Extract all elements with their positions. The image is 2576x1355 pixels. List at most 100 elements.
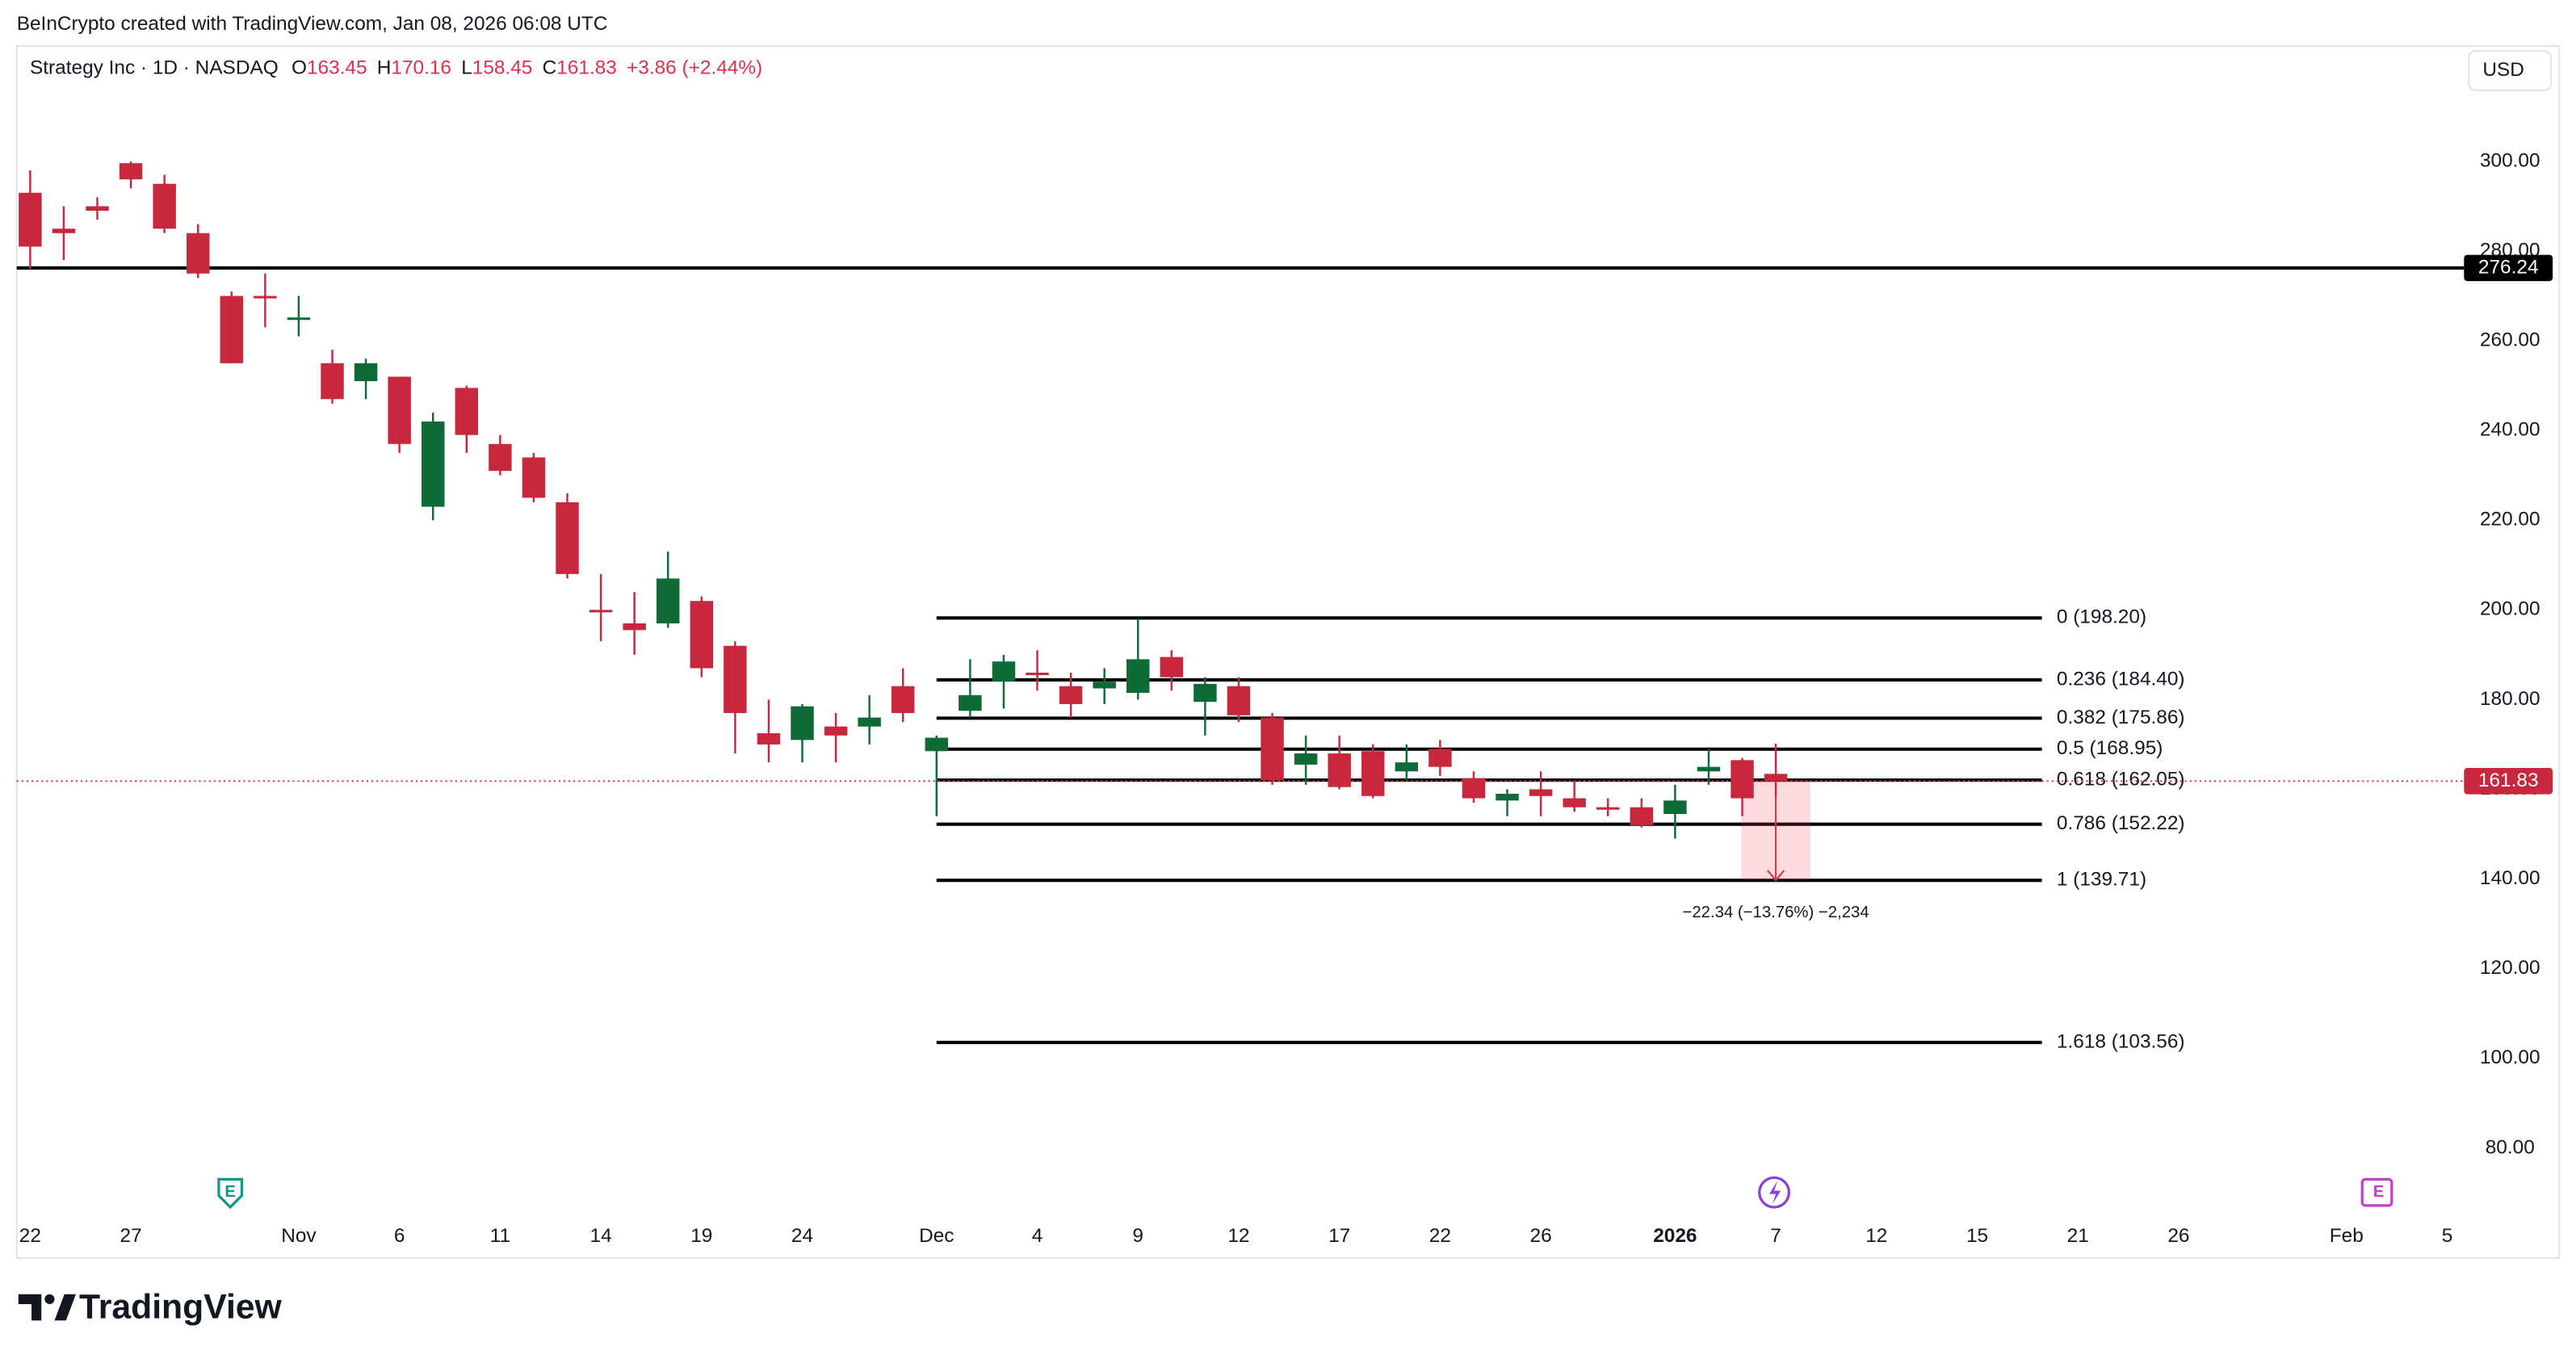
- x-tick-label: 4: [1032, 1225, 1043, 1247]
- x-tick-label: Nov: [281, 1225, 317, 1247]
- candle-body: [556, 501, 579, 574]
- candle-body: [489, 443, 512, 472]
- x-tick-label: 27: [120, 1225, 142, 1247]
- ohlc-key: L: [461, 57, 472, 79]
- candle-body: [254, 296, 277, 299]
- x-tick-label: 14: [590, 1225, 612, 1247]
- x-tick-label: 19: [690, 1225, 712, 1247]
- candle-body: [1429, 749, 1452, 767]
- candle-body: [1697, 766, 1721, 772]
- candle-body: [1395, 762, 1419, 772]
- x-tick-label: 22: [1429, 1225, 1451, 1247]
- x-tick-label: 24: [791, 1225, 813, 1247]
- fib-label: 0.5 (168.95): [2057, 737, 2163, 759]
- y-tick-label: 300.00: [2480, 149, 2540, 171]
- candle-body: [321, 363, 344, 400]
- legend: Strategy Inc · 1D · NASDAQ O163.45 H170.16…: [30, 57, 762, 79]
- currency: USD: [2482, 59, 2524, 81]
- x-tick-label: Feb: [2330, 1225, 2364, 1247]
- x-tick-label: 7: [1770, 1225, 1781, 1247]
- x-tick-label: 22: [19, 1225, 41, 1247]
- currency-button[interactable]: [2468, 50, 2553, 91]
- x-tick-label: 9: [1132, 1225, 1143, 1247]
- ohlc-value: 158.45: [472, 57, 533, 79]
- candle-body: [1764, 774, 1788, 782]
- candle-body: [1496, 794, 1519, 801]
- resistance-tag-label: 276.24: [2478, 256, 2539, 278]
- candle-body: [1529, 789, 1553, 796]
- candle-body: [925, 737, 949, 752]
- resistance-tag: [2464, 254, 2553, 282]
- candle-body: [220, 296, 244, 363]
- candle-body: [522, 457, 546, 498]
- x-tick-label: 2026: [1653, 1225, 1697, 1247]
- x-tick-label: 15: [1966, 1225, 1988, 1247]
- candle-body: [824, 726, 848, 736]
- candle-body: [1328, 753, 1351, 787]
- candle-body: [455, 388, 479, 435]
- fib-label: 1 (139.71): [2057, 869, 2146, 891]
- candle-body: [19, 192, 42, 247]
- candle-body: [1227, 686, 1251, 715]
- last-price-tag-label: 161.83: [2478, 770, 2539, 791]
- event-icon[interactable]: E: [2360, 1177, 2393, 1207]
- ohlc-value: 170.16: [391, 57, 451, 79]
- fib-label: 0.236 (184.40): [2057, 668, 2185, 690]
- fib-label: 1.618 (103.56): [2057, 1030, 2185, 1052]
- symbol: Strategy Inc · 1D · NASDAQ: [30, 57, 279, 79]
- candle-body: [86, 206, 109, 211]
- candle-body: [757, 733, 781, 745]
- x-tick-label: 21: [2067, 1225, 2089, 1247]
- x-tick-label: 26: [1530, 1225, 1552, 1247]
- fib-label: 0 (198.20): [2057, 606, 2146, 628]
- candle-body: [421, 422, 445, 507]
- candle-body: [690, 601, 714, 669]
- candle-body: [992, 661, 1016, 682]
- x-tick-label: 6: [394, 1225, 405, 1247]
- candle-body: [1630, 807, 1654, 825]
- candle-body: [1462, 778, 1486, 799]
- candle-body: [623, 623, 646, 631]
- y-tick-label: 200.00: [2480, 598, 2540, 620]
- ohlc-value: 163.45: [307, 57, 367, 79]
- ohlc-key: H: [377, 57, 392, 79]
- change: +3.86 (+2.44%): [627, 57, 762, 79]
- event-icon[interactable]: E: [217, 1177, 244, 1210]
- event-label: E: [224, 1183, 236, 1201]
- candle-body: [388, 376, 411, 444]
- fib-label: 0.382 (175.86): [2057, 707, 2185, 728]
- candle-body: [1596, 807, 1620, 810]
- candle-body: [724, 645, 747, 714]
- candle-body: [1731, 760, 1754, 799]
- x-tick-label: 12: [1865, 1225, 1887, 1247]
- measure-label: −22.34 (−13.76%) −2,234: [1683, 904, 1869, 921]
- y-tick-label: 140.00: [2480, 867, 2540, 889]
- y-tick-label: 80.00: [2486, 1136, 2535, 1158]
- y-tick-label: 180.00: [2480, 688, 2540, 710]
- candle-body: [1563, 798, 1586, 808]
- last-price-tag: [2464, 768, 2553, 795]
- event-icon[interactable]: [1758, 1176, 1790, 1209]
- candle-body: [153, 183, 176, 229]
- candle-body: [1194, 683, 1217, 703]
- candle-body: [287, 317, 311, 321]
- brand-logo: [18, 1294, 76, 1321]
- candle-body: [1126, 659, 1150, 694]
- x-tick-label: 12: [1227, 1225, 1249, 1247]
- fib-label: 0.786 (152.22): [2057, 812, 2185, 834]
- x-tick-label: 26: [2167, 1225, 2189, 1247]
- candle-body: [858, 717, 881, 727]
- candle-body: [656, 578, 680, 623]
- measure-arrowhead: [1767, 870, 1785, 882]
- frame: [15, 44, 2561, 1260]
- y-tick-label: 240.00: [2480, 419, 2540, 441]
- candle-body: [119, 163, 143, 180]
- y-tick-label: 220.00: [2480, 509, 2540, 531]
- event-label: E: [2373, 1183, 2385, 1201]
- x-tick-label: 5: [2442, 1225, 2453, 1247]
- candle-body: [354, 363, 378, 382]
- candle-body: [1160, 657, 1184, 678]
- candle-body: [1261, 717, 1284, 781]
